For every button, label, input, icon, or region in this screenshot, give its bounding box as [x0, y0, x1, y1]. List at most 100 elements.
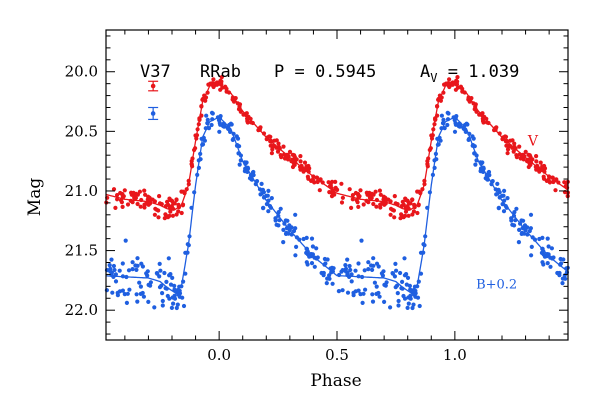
- b-band-data-point: [183, 271, 188, 276]
- b-band-data-point: [438, 138, 443, 143]
- v-band-data-point: [353, 190, 358, 196]
- b-band-data-point: [227, 127, 232, 132]
- b-band-data-point: [445, 122, 450, 128]
- v-band-data-point: [298, 159, 303, 164]
- v-band-data-point: [371, 201, 376, 207]
- b-band-data-point: [396, 303, 401, 308]
- b-band-data-point: [310, 244, 315, 249]
- v-band-data-point: [333, 179, 338, 184]
- b-band-data-point: [388, 305, 393, 310]
- v-band-data-point: [517, 152, 522, 157]
- b-band-data-point: [555, 270, 560, 276]
- b-band-data-point: [205, 117, 210, 122]
- b-band-data-point: [511, 213, 517, 218]
- b-band-data-point: [439, 113, 444, 118]
- v-band-data-point: [281, 144, 286, 149]
- b-band-data-point: [282, 221, 287, 226]
- b-band-data-point: [187, 234, 192, 239]
- v-band-data-point: [417, 189, 422, 194]
- b-band-data-point: [513, 218, 518, 223]
- b-band-data-point: [402, 256, 407, 261]
- b-band-data-point: [293, 212, 298, 217]
- b-band-data-point: [111, 263, 116, 269]
- b-band-data-point: [210, 117, 215, 122]
- b-band-data-point: [120, 261, 125, 266]
- v-band-data-point: [132, 195, 137, 200]
- tick-layer: 0.0 0.5 1.0 20.0 20.5 21.0 21.5 22.0: [65, 30, 568, 364]
- v-band-data-point: [435, 104, 440, 109]
- b-band-data-point: [519, 231, 524, 236]
- b-band-data-point: [412, 284, 417, 289]
- v-band-data-point: [403, 213, 408, 218]
- b-band-data-point: [120, 288, 125, 293]
- b-band-data-point: [314, 246, 319, 251]
- v-band-data-point: [131, 190, 136, 195]
- v-band-data-point: [195, 127, 200, 132]
- b-band-data-point: [261, 195, 267, 200]
- v-band-data-point: [258, 125, 263, 130]
- b-band-data-point: [186, 243, 191, 248]
- b-band-data-point: [198, 157, 203, 162]
- b-band-data-point: [199, 136, 204, 141]
- v-band-data-point: [562, 180, 567, 185]
- b-band-data-point: [174, 305, 179, 311]
- v-band-data-point: [416, 203, 421, 208]
- v-band-data-point: [279, 155, 284, 160]
- v-band-data-point: [556, 180, 561, 185]
- b-band-data-point: [322, 262, 327, 267]
- b-band-data-point: [237, 162, 242, 167]
- v-band-data-point: [355, 200, 360, 205]
- b-band-data-point: [203, 126, 208, 131]
- v-band-data-point: [408, 201, 413, 206]
- v-band-data-point: [118, 190, 123, 196]
- b-band-data-point: [258, 192, 263, 197]
- b-band-data-point: [181, 303, 187, 309]
- v-band-data-point: [497, 131, 502, 136]
- b-band-data-point: [266, 188, 271, 193]
- v-band-data-point: [285, 157, 291, 162]
- v-band-data-point: [276, 141, 281, 146]
- v-band-data-point: [111, 187, 117, 192]
- v-band-data-point: [115, 197, 120, 202]
- b-band-data-point: [259, 181, 264, 186]
- b-band-data-point: [268, 205, 274, 210]
- y-tick-label: 20.0: [65, 63, 98, 81]
- b-band-data-point: [138, 284, 143, 289]
- v-band-data-point: [125, 202, 131, 207]
- v-band-data-point: [304, 164, 309, 169]
- b-band-data-point: [269, 196, 274, 201]
- v-band-data-point: [403, 196, 408, 201]
- b-band-data-point: [493, 187, 498, 192]
- b-band-data-point: [481, 169, 486, 174]
- b-band-data-point: [202, 138, 207, 143]
- v-band-data-point: [399, 212, 404, 217]
- b-band-data-point: [495, 181, 500, 186]
- b-band-data-point: [249, 177, 254, 182]
- v-band-data-point: [197, 116, 202, 121]
- b-band-data-point: [425, 205, 430, 210]
- b-band-data-point: [218, 114, 223, 119]
- v-band-data-point: [269, 139, 274, 144]
- v-band-data-point: [199, 104, 204, 109]
- v-band-data-point: [431, 127, 436, 132]
- v-band-data-point: [350, 193, 355, 198]
- b-band-data-point: [230, 137, 235, 142]
- b-band-data-point: [124, 300, 129, 305]
- b-band-data-point: [245, 169, 250, 174]
- v-band-data-point: [412, 203, 417, 208]
- v-band-data-point: [297, 164, 303, 169]
- b-band-data-point: [266, 209, 271, 214]
- b-band-data-point: [505, 196, 510, 201]
- b-band-data-point: [549, 246, 555, 251]
- b-band-data-point: [309, 236, 315, 241]
- v-band-data-point: [189, 162, 194, 167]
- v-band-data-point: [120, 204, 125, 209]
- b-band-data-point: [133, 263, 138, 268]
- v-band-data-point: [168, 209, 173, 214]
- v-band-data-point: [374, 204, 379, 209]
- v-band-data-point: [298, 154, 303, 159]
- b-band-data-point: [445, 117, 451, 122]
- b-band-data-point: [124, 274, 129, 280]
- y-tick-label: 21.0: [65, 182, 98, 200]
